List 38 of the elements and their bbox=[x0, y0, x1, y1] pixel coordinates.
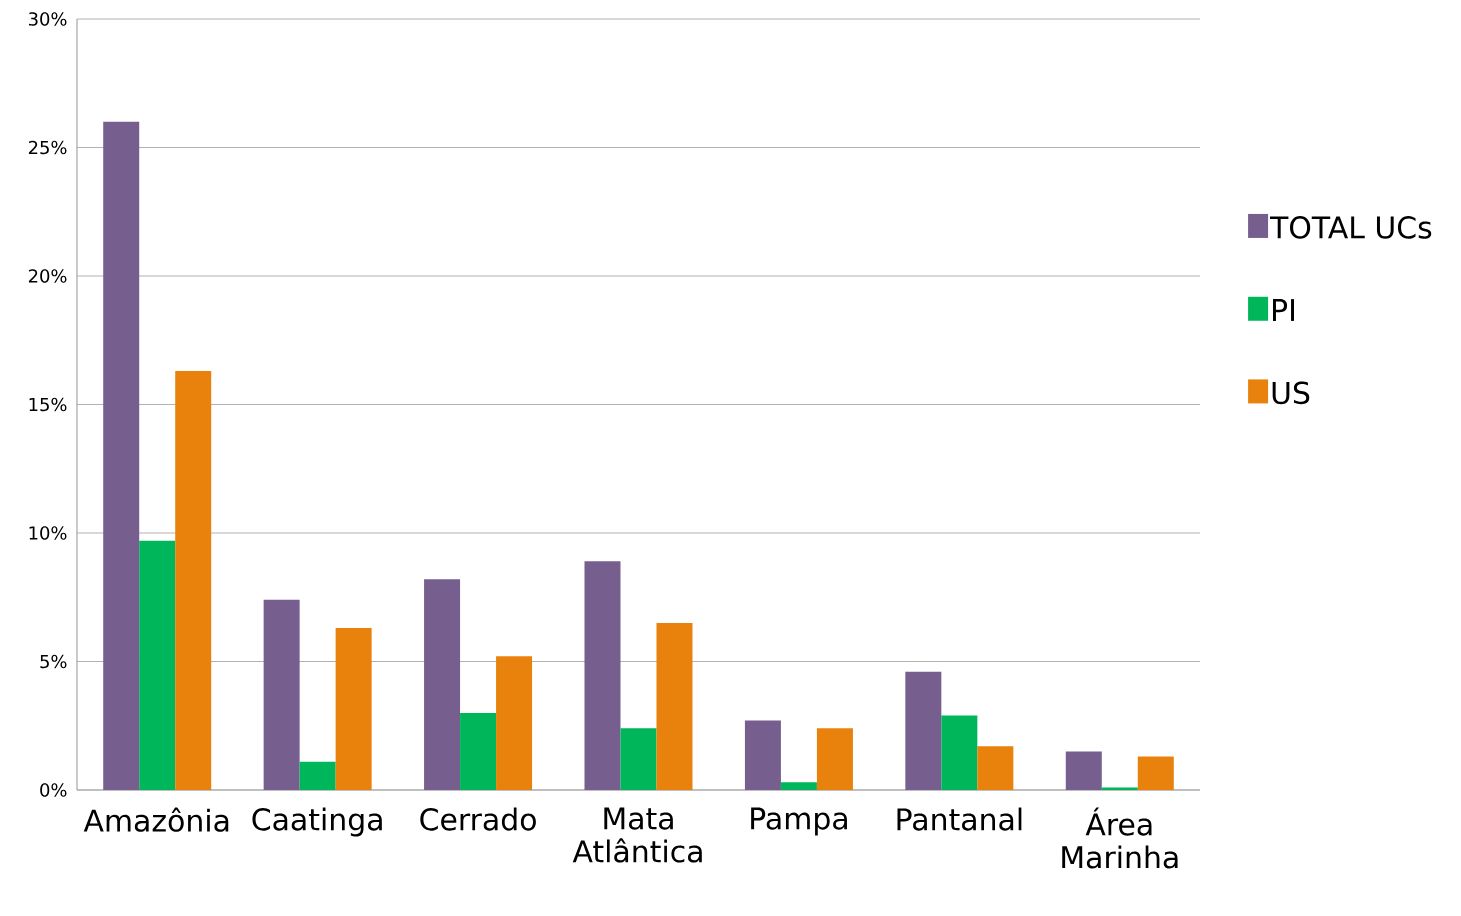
bar bbox=[299, 761, 336, 790]
y-tick-label: 30% bbox=[28, 12, 67, 26]
bar bbox=[620, 728, 657, 790]
y-tick-label: 15% bbox=[29, 397, 67, 412]
legend-label: TOTAL UCs bbox=[1269, 216, 1432, 239]
bar bbox=[424, 579, 461, 790]
x-tick-label: Cerrado bbox=[420, 807, 536, 831]
x-tick-label: Caatinga bbox=[252, 807, 382, 837]
bar bbox=[1137, 756, 1174, 790]
bar bbox=[656, 622, 693, 790]
bar bbox=[1065, 751, 1102, 790]
bar bbox=[816, 728, 853, 790]
legend-label: PI bbox=[1273, 299, 1294, 321]
y-tick-label: 25% bbox=[28, 140, 67, 155]
bar bbox=[584, 561, 621, 790]
y-tick-label: 10% bbox=[29, 526, 67, 540]
bar bbox=[1101, 787, 1138, 790]
x-tick-label: Área Marinha bbox=[1062, 807, 1178, 869]
bar bbox=[103, 121, 140, 790]
y-tick-label: 0% bbox=[40, 783, 67, 797]
bar bbox=[263, 599, 300, 790]
bar bbox=[139, 540, 176, 790]
bar bbox=[744, 720, 781, 790]
legend-label: US bbox=[1272, 381, 1310, 405]
bar bbox=[977, 746, 1014, 790]
bar bbox=[335, 628, 372, 790]
bar bbox=[175, 371, 212, 790]
x-tick-label: Pampa bbox=[751, 807, 847, 836]
bar bbox=[460, 712, 497, 790]
bar bbox=[780, 782, 817, 790]
bar bbox=[905, 671, 942, 790]
x-tick-label: Amazônia bbox=[83, 807, 229, 832]
x-tick-label: Mata Atlântica bbox=[572, 807, 702, 863]
bar bbox=[941, 715, 978, 790]
x-tick-label: Pantanal bbox=[897, 807, 1022, 831]
bar bbox=[496, 656, 533, 790]
y-tick-label: 5% bbox=[40, 654, 67, 669]
y-tick-label: 20% bbox=[28, 269, 67, 283]
